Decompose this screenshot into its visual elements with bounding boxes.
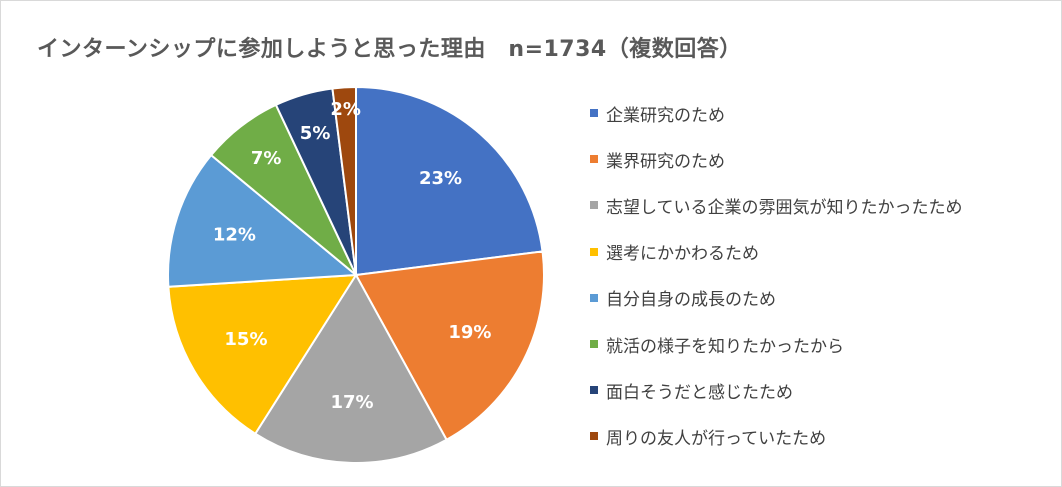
pie-slice-2 (354, 250, 545, 442)
legend-item-3: 志望している企業の雰囲気が知りたかったため (590, 192, 963, 218)
data-label-8: 2% (330, 99, 361, 120)
data-label-3: 17% (330, 392, 373, 413)
legend-swatch (590, 201, 598, 210)
legend-item-8: 周りの友人が行っていたため (590, 423, 826, 449)
legend-swatch (590, 386, 598, 395)
legend-label: 選考にかかわるため (606, 244, 759, 265)
pie-slice-5 (167, 153, 359, 288)
data-label-2: 19% (448, 322, 491, 343)
data-label-4: 15% (224, 329, 267, 350)
data-label-7: 5% (300, 123, 331, 144)
legend-swatch (590, 109, 598, 117)
legend-swatch (590, 155, 598, 164)
legend-item-5: 自分自身の成長のため (590, 285, 776, 311)
pie-slice-3 (253, 273, 448, 464)
legend-item-6: 就活の様子を知りたかったから (590, 331, 844, 357)
chart-title: インターンシップに参加しようと思った理由 n=1734（複数回答） (37, 37, 742, 62)
pie-slice-8 (331, 85, 357, 276)
legend-swatch (590, 293, 598, 302)
legend-label: 自分自身の成長のため (606, 290, 776, 311)
legend-label: 就活の様子を知りたかったから (606, 336, 844, 357)
legend-label: 面白そうだと感じたため (606, 382, 793, 403)
legend-item-2: 業界研究のため (590, 146, 725, 172)
legend-item-7: 面白そうだと感じたため (590, 377, 793, 403)
legend-swatch (590, 340, 598, 348)
legend-item-1: 企業研究のため (590, 100, 725, 126)
data-label-1: 23% (419, 168, 462, 189)
data-label-5: 12% (213, 224, 256, 245)
legend-label: 周りの友人が行っていたため (606, 428, 827, 449)
pie-slice-1 (355, 85, 544, 277)
legend-label: 業界研究のため (606, 151, 725, 172)
pie-slice-4 (167, 273, 358, 436)
legend-swatch (590, 247, 598, 256)
legend-item-4: 選考にかかわるため (590, 239, 759, 265)
data-label-6: 7% (251, 148, 282, 169)
legend-swatch (590, 432, 598, 441)
legend-label: 志望している企業の雰囲気が知りたかったため (606, 197, 963, 218)
legend-label: 企業研究のため (606, 105, 725, 126)
